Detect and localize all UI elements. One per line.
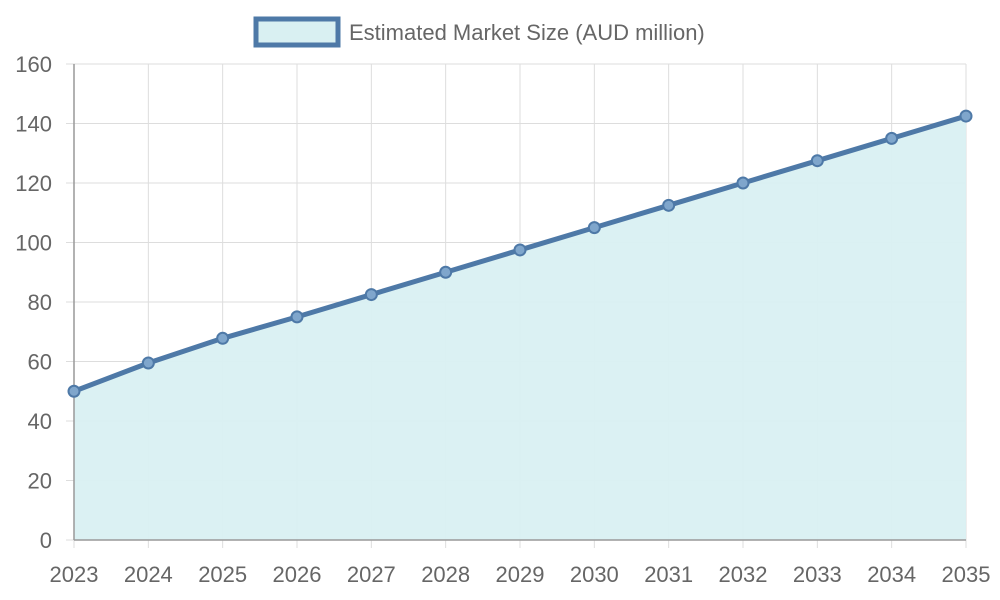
- data-point[interactable]: [587, 221, 601, 235]
- y-tick-label: 80: [28, 290, 52, 315]
- y-tick-label: 120: [15, 171, 52, 196]
- data-points: [67, 109, 973, 398]
- data-point[interactable]: [513, 243, 527, 257]
- data-point[interactable]: [67, 384, 81, 398]
- x-tick-label: 2023: [50, 562, 99, 587]
- x-tick-label: 2024: [124, 562, 173, 587]
- y-tick-label: 100: [15, 231, 52, 256]
- x-tick-label: 2035: [942, 562, 991, 587]
- y-tick-label: 40: [28, 409, 52, 434]
- data-point[interactable]: [364, 288, 378, 302]
- x-tick-label: 2030: [570, 562, 619, 587]
- legend-swatch: [253, 16, 341, 48]
- data-point[interactable]: [439, 265, 453, 279]
- x-tick-label: 2031: [644, 562, 693, 587]
- x-tick-label: 2026: [273, 562, 322, 587]
- data-point[interactable]: [216, 331, 230, 345]
- x-tick-label: 2029: [496, 562, 545, 587]
- y-tick-label: 60: [28, 350, 52, 375]
- y-tick-label: 140: [15, 112, 52, 137]
- plot-area: [74, 116, 966, 540]
- data-point[interactable]: [141, 356, 155, 370]
- data-point[interactable]: [885, 131, 899, 145]
- y-tick-label: 160: [15, 52, 52, 77]
- x-tick-label: 2028: [421, 562, 470, 587]
- axes: 0 20 40 60 80 100 120 140 160 2023 2024 2025 2026 202…: [15, 52, 990, 587]
- y-tick-label: 20: [28, 469, 52, 494]
- legend-label: Estimated Market Size (AUD million): [349, 20, 705, 45]
- x-tick-label: 2032: [719, 562, 768, 587]
- data-point[interactable]: [810, 154, 824, 168]
- x-tick-label: 2034: [867, 562, 916, 587]
- data-point[interactable]: [662, 198, 676, 212]
- data-point[interactable]: [290, 310, 304, 324]
- legend[interactable]: Estimated Market Size (AUD million): [253, 16, 705, 48]
- data-point[interactable]: [959, 109, 973, 123]
- y-tick-label: 0: [40, 528, 52, 553]
- area-fill: [74, 116, 966, 540]
- x-tick-label: 2027: [347, 562, 396, 587]
- data-point[interactable]: [736, 176, 750, 190]
- x-tick-label: 2025: [198, 562, 247, 587]
- x-tick-label: 2033: [793, 562, 842, 587]
